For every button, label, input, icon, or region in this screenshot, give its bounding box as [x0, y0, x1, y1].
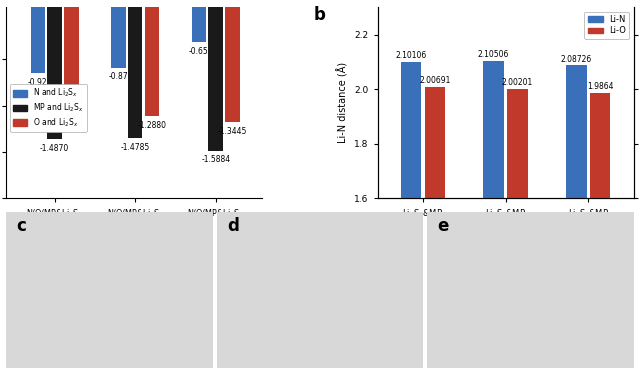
Text: c: c	[17, 217, 27, 235]
Text: 2.10106: 2.10106	[396, 51, 427, 60]
Bar	[47, 0, 62, 139]
Text: -1.2880: -1.2880	[138, 121, 166, 129]
Text: 1.9864: 1.9864	[587, 82, 613, 91]
Text: 2.10506: 2.10506	[478, 50, 509, 59]
Text: -0.87: -0.87	[109, 72, 128, 81]
Text: -1.4785: -1.4785	[120, 142, 150, 151]
Bar	[65, 0, 79, 118]
Y-axis label: Li-N distance (Å): Li-N distance (Å)	[337, 62, 349, 144]
Bar	[401, 62, 421, 372]
Bar	[483, 61, 504, 372]
Text: d: d	[227, 217, 239, 235]
Text: -1.4870: -1.4870	[40, 144, 69, 153]
Bar	[145, 0, 159, 116]
Text: 2.08726: 2.08726	[561, 55, 592, 64]
Text: -1.3074: -1.3074	[57, 123, 86, 132]
Bar	[566, 65, 586, 372]
Bar	[590, 93, 611, 372]
Text: 2.00691: 2.00691	[419, 76, 451, 86]
Text: e: e	[438, 217, 449, 235]
Text: -0.92: -0.92	[28, 78, 47, 87]
Bar	[209, 0, 223, 151]
Legend: Li-N, Li-O: Li-N, Li-O	[584, 12, 629, 39]
Bar	[31, 0, 45, 73]
Bar	[128, 0, 143, 138]
Bar	[508, 89, 528, 372]
Text: b: b	[314, 6, 326, 23]
Bar	[225, 0, 240, 122]
Text: 2.00201: 2.00201	[502, 78, 533, 87]
Bar	[191, 0, 206, 42]
Bar	[111, 0, 125, 68]
Legend: N and Li$_2$S$_x$, MP and Li$_2$S$_x$, O and Li$_2$S$_x$: N and Li$_2$S$_x$, MP and Li$_2$S$_x$, O…	[10, 84, 87, 132]
Bar	[425, 87, 445, 372]
Text: -0.65: -0.65	[189, 47, 209, 56]
Text: -1.3445: -1.3445	[218, 127, 247, 136]
Text: -1.5884: -1.5884	[201, 155, 230, 164]
